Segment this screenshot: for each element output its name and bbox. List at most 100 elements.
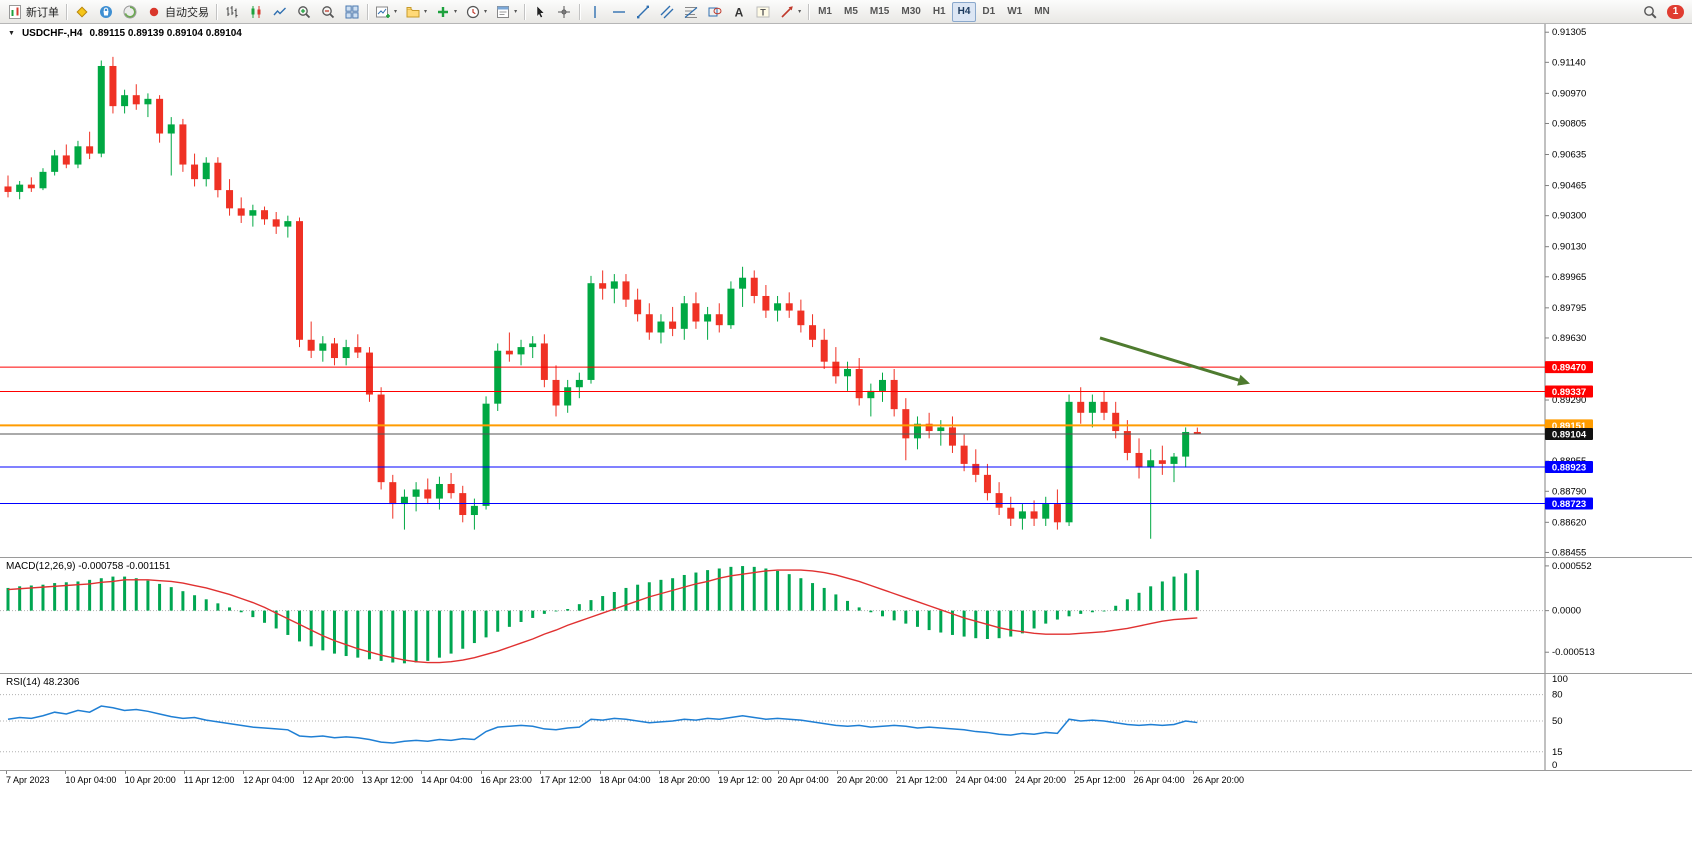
vline-icon (594, 5, 596, 18)
collapse-arrow-icon[interactable]: ▼ (8, 30, 15, 37)
zoom-out-button[interactable] (316, 2, 340, 22)
candle (983, 463, 991, 501)
time-tick (836, 771, 838, 774)
candle (657, 314, 665, 344)
indicators-button[interactable]: ▾ (431, 2, 461, 22)
rsi-panel[interactable]: 100 80 50 15 0 (0, 673, 1692, 770)
time-label: 24 Apr 20:00 (1014, 775, 1066, 785)
templates-button[interactable]: ▾ (491, 2, 521, 22)
new-order-button[interactable]: 新订单 (3, 2, 63, 22)
channel-button[interactable] (655, 2, 679, 22)
cursor-button[interactable] (528, 2, 552, 22)
candle (587, 275, 595, 384)
candle (610, 274, 618, 304)
timeframe-m15-button[interactable]: M15 (869, 6, 890, 17)
candle (354, 334, 362, 359)
timeframe-w1-button[interactable]: W1 (1007, 6, 1023, 17)
timeframe-mn-button[interactable]: MN (1034, 6, 1050, 17)
timeframe-m30-button[interactable]: M30 (901, 6, 921, 17)
svg-text:0.91305: 0.91305 (1552, 27, 1586, 38)
candle (179, 118, 187, 172)
community-button[interactable] (118, 2, 142, 22)
candle (937, 420, 945, 446)
vertical-line-button[interactable] (583, 2, 607, 22)
time-tick (1074, 771, 1076, 774)
candle (482, 396, 490, 510)
candle (307, 321, 315, 359)
macd-tick-label: -0.000513 (1552, 647, 1595, 658)
timeframe-h1-button[interactable]: H1 (932, 6, 946, 17)
time-label: 25 Apr 12:00 (1074, 775, 1126, 785)
profiles-button[interactable]: ▾ (401, 2, 431, 22)
text-label-button[interactable]: T (751, 2, 775, 22)
candle (739, 266, 747, 307)
fibonacci-button[interactable] (679, 2, 703, 22)
price-chart-panel[interactable]: 0.91305 0.91140 0.90970 0.90805 0.90635 0.904… (0, 24, 1692, 557)
svg-text:0.89795: 0.89795 (1552, 303, 1586, 314)
time-label: 20 Apr 20:00 (836, 775, 888, 785)
zoom-out-icon (322, 5, 335, 18)
time-label: 26 Apr 04:00 (1133, 775, 1185, 785)
dropdown-caret-icon: ▾ (798, 8, 802, 15)
candle (809, 314, 817, 348)
macd-panel[interactable]: 0.000552 0.0000 -0.000513 (0, 557, 1692, 673)
candle (214, 157, 222, 198)
tile-windows-button[interactable] (340, 2, 364, 22)
candle (844, 361, 852, 391)
candle (552, 365, 560, 417)
timeframe-h4-button[interactable]: H4 (951, 1, 977, 22)
horizontal-line-0.88723[interactable]: 0.88723 (0, 497, 1593, 511)
rsi-background (0, 674, 1692, 770)
candle (750, 270, 758, 304)
arrows-button[interactable]: ▾ (775, 2, 805, 22)
search-button[interactable] (1638, 2, 1662, 22)
svg-text:0.88455: 0.88455 (1552, 547, 1586, 557)
horizontal-line-0.88923[interactable]: 0.88923 (0, 461, 1593, 474)
bar-chart-icon (226, 5, 238, 17)
trendline-button[interactable] (631, 2, 655, 22)
shapes-button[interactable] (703, 2, 727, 22)
periods-button[interactable]: ▾ (461, 2, 491, 22)
svg-text:0.89630: 0.89630 (1552, 333, 1586, 344)
candle (762, 285, 770, 318)
macd-tick-label: 0.0000 (1552, 606, 1581, 617)
market-button[interactable] (94, 2, 118, 22)
horizontal-line-button[interactable] (607, 2, 631, 22)
profiles-icon (406, 6, 420, 17)
rsi-tick-label: 50 (1552, 716, 1563, 727)
candle (704, 306, 712, 340)
macd-histogram (6, 566, 1199, 664)
dropdown-caret-icon: ▾ (514, 8, 518, 15)
text-button[interactable]: A (727, 2, 751, 22)
candle (564, 379, 572, 413)
horizontal-line-0.89470[interactable]: 0.89470 (0, 361, 1593, 374)
timeframe-m5-button[interactable]: M5 (844, 6, 858, 17)
line-chart-button[interactable] (268, 2, 292, 22)
arrow-annotation[interactable] (1099, 336, 1250, 386)
bar-chart-button[interactable] (220, 2, 244, 22)
svg-text:0.88790: 0.88790 (1552, 486, 1586, 497)
new-chart-icon (376, 6, 390, 18)
candle (435, 476, 443, 510)
timeframe-m1-button[interactable]: M1 (818, 6, 832, 17)
autotrading-button-label: 自动交易 (165, 6, 209, 19)
candle (447, 473, 455, 499)
zoom-in-button[interactable] (292, 2, 316, 22)
candlestick-chart-button[interactable] (244, 2, 268, 22)
horizontal-line-0.89104[interactable]: 0.89104 (0, 427, 1593, 441)
new-chart-button[interactable]: ▾ (371, 2, 401, 22)
candle (1158, 445, 1166, 475)
autotrading-button[interactable]: 自动交易 (142, 2, 213, 22)
crosshair-button[interactable] (552, 2, 576, 22)
horizontal-line-0.89337[interactable]: 0.89337 (0, 385, 1593, 398)
candle (1193, 427, 1201, 434)
line-chart-icon (273, 7, 286, 15)
price-tag (1545, 497, 1593, 510)
timeframe-d1-button[interactable]: D1 (982, 6, 996, 17)
macd-label: MACD(12,26,9) -0.000758 -0.001151 (6, 561, 171, 572)
price-tag (1545, 385, 1593, 398)
notification-badge[interactable]: 1 (1667, 4, 1684, 19)
mql-editor-button[interactable] (70, 2, 94, 22)
candle (97, 60, 105, 158)
toolbar-separator (367, 3, 368, 20)
